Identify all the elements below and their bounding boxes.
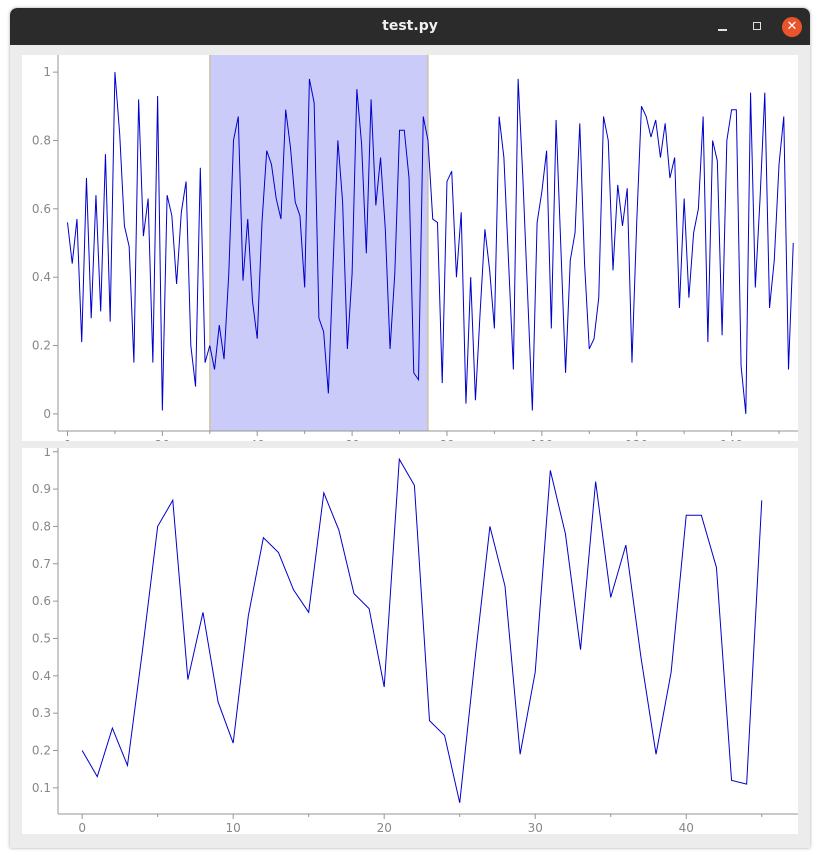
detail-chart[interactable]: 0.10.20.30.40.50.60.70.80.910 10 20 30 40 bbox=[22, 445, 798, 835]
series-line bbox=[81, 457, 763, 803]
detail-plot[interactable]: 0.1 0.2 0.3 0.4 0.5 0.6 0.7 0.8 0.9 1 0 10 20 30 40 bbox=[22, 445, 798, 835]
x-tick-label: 40 bbox=[250, 438, 265, 441]
title-bar[interactable]: test.py ✕ bbox=[10, 8, 810, 45]
y-tick-label: 0.5 bbox=[32, 631, 51, 645]
close-button[interactable]: ✕ bbox=[782, 17, 802, 37]
close-icon: ✕ bbox=[786, 19, 798, 34]
overview-chart[interactable]: 0 0.2 0.4 0.6 0.8 1 0 20 40 60 80 100 120 140 bbox=[22, 55, 798, 452]
y-tick-label: 0.9 bbox=[32, 482, 51, 496]
x-tick-label: 0 bbox=[64, 438, 72, 441]
x-tick-label: 40 bbox=[679, 821, 694, 834]
x-tick-label: 80 bbox=[439, 438, 454, 441]
y-tick-label: 0.3 bbox=[32, 706, 51, 720]
x-tick-label: 120 bbox=[625, 438, 648, 441]
x-tick-label: 10 bbox=[226, 821, 241, 834]
y-tick-label: 0.7 bbox=[32, 557, 51, 571]
y-tick-label: 1 bbox=[43, 65, 51, 79]
maximize-icon bbox=[753, 22, 761, 30]
overview-plot[interactable]: 0 0.2 0.4 0.6 0.8 1 0 20 40 60 80 100 120 140 bbox=[22, 55, 798, 452]
series-line bbox=[66, 72, 794, 414]
y-tick-label: 0.6 bbox=[32, 594, 51, 608]
x-tick-label: 20 bbox=[377, 821, 392, 834]
window-title: test.py bbox=[382, 18, 438, 34]
y-tick-label: 0.8 bbox=[32, 519, 51, 533]
y-tick-label: 0.2 bbox=[32, 339, 51, 353]
x-tick-label: 30 bbox=[528, 821, 543, 834]
selection-region[interactable] bbox=[209, 55, 428, 431]
minimize-button[interactable] bbox=[712, 17, 732, 37]
y-tick-label: 0.8 bbox=[32, 133, 51, 147]
app-window: test.py ✕ 00.20.40.60.810204060801001201… bbox=[10, 8, 810, 848]
y-tick-label: 0.4 bbox=[32, 669, 51, 683]
x-tick-label: 140 bbox=[720, 438, 743, 441]
y-tick-label: 0.6 bbox=[32, 202, 51, 216]
x-tick-label: 0 bbox=[78, 821, 86, 834]
y-tick-label: 0 bbox=[43, 407, 51, 421]
y-tick-label: 1 bbox=[43, 448, 51, 459]
y-tick-label: 0.4 bbox=[32, 270, 51, 284]
x-tick-label: 20 bbox=[155, 438, 170, 441]
x-tick-label: 60 bbox=[344, 438, 359, 441]
y-tick-label: 0.2 bbox=[32, 744, 51, 758]
maximize-button[interactable] bbox=[747, 17, 767, 37]
minimize-icon bbox=[717, 29, 727, 31]
x-tick-label: 100 bbox=[530, 438, 553, 441]
y-tick-label: 0.1 bbox=[32, 781, 51, 795]
